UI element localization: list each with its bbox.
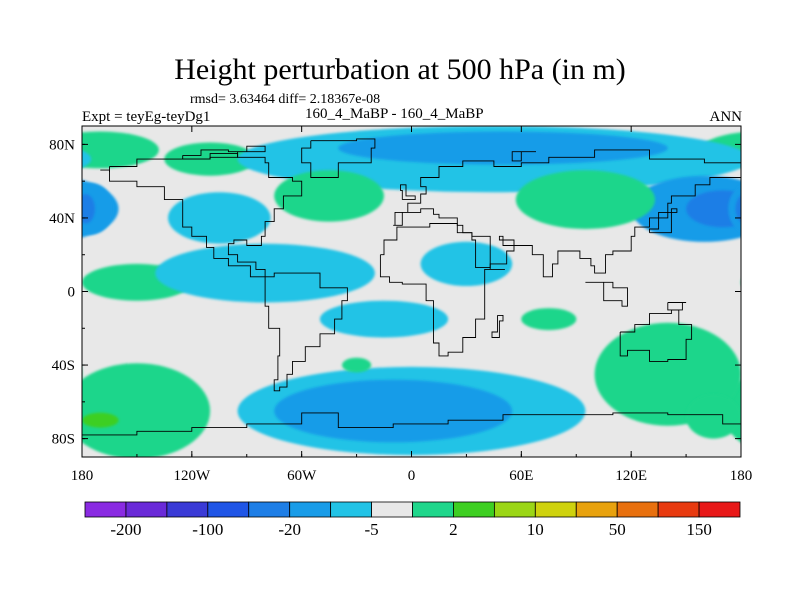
colorbar-swatch — [534, 501, 577, 518]
contour-region — [728, 185, 741, 233]
y-tick-label: 40S — [52, 358, 75, 374]
x-tick-label: 180 — [71, 468, 94, 484]
x-tick-label: 60W — [287, 468, 317, 484]
contour-region — [515, 170, 656, 230]
x-tick-label: 120E — [615, 468, 647, 484]
colorbar-swatch — [371, 501, 413, 518]
contour-region — [521, 308, 577, 331]
colorbar-swatch — [289, 501, 332, 518]
colorbar-swatch — [616, 501, 659, 518]
coastline — [585, 281, 628, 307]
chart-title: Height perturbation at 500 hPa (in m) — [174, 53, 626, 86]
colorbar-swatch — [575, 501, 618, 518]
coastline — [393, 149, 741, 278]
stats-text: rmsd= 3.63464 diff= 2.18367e-08 — [190, 92, 381, 107]
x-tick-label: 180 — [730, 468, 753, 484]
contour-region — [735, 142, 741, 155]
contour-region — [420, 241, 513, 286]
contour-region — [82, 363, 211, 457]
colorbar-label: 2 — [449, 520, 458, 539]
colorbar-swatch — [657, 501, 700, 518]
x-tick-label: 120W — [173, 468, 211, 484]
colorbar-label: -5 — [365, 520, 379, 539]
colorbar-swatch — [698, 501, 741, 518]
coastline — [182, 145, 266, 160]
y-tick-label: 40N — [49, 211, 75, 227]
contour-region — [342, 357, 372, 373]
colorbar-swatch — [166, 501, 209, 518]
case-label: 160_4_MaBP - 160_4_MaBP — [305, 106, 484, 122]
y-axis: 80N 40N 0 40S 80S — [49, 137, 741, 448]
season-label: ANN — [709, 109, 743, 125]
colorbar-swatch — [412, 501, 454, 518]
coastline — [82, 412, 741, 436]
expt-label: Expt = teyEg-teyDg1 — [82, 109, 211, 125]
contour-region — [741, 264, 800, 301]
colorbar: -200 -100 -20 -5 2 10 50 150 — [84, 501, 741, 539]
coastline — [491, 314, 504, 338]
coastline — [667, 302, 687, 311]
contour-region — [82, 194, 95, 224]
y-tick-label: 80S — [52, 432, 75, 448]
y-tick-label: 0 — [68, 285, 76, 301]
coastline — [379, 223, 505, 357]
colorbar-label: 50 — [609, 520, 626, 539]
coastlines — [82, 138, 741, 436]
contour-region — [686, 190, 741, 228]
coastline — [511, 151, 536, 162]
contour-region — [168, 192, 271, 244]
colorbar-swatch — [453, 501, 495, 518]
x-axis: 180 120W 60W 0 60E 120E 180 — [71, 126, 753, 484]
coastline — [301, 138, 376, 178]
y-tick-label: 80N — [49, 137, 75, 153]
colorbar-label: -20 — [278, 520, 301, 539]
x-tick-label: 60E — [509, 468, 533, 484]
colorbar-swatch — [125, 501, 168, 518]
coastline — [264, 272, 348, 392]
colorbar-label: -200 — [110, 520, 141, 539]
contour-region — [82, 412, 119, 428]
colorbar-swatch — [248, 501, 291, 518]
colorbar-label: 150 — [686, 520, 712, 539]
coastline — [109, 153, 303, 278]
coastline — [100, 169, 110, 172]
contour-region — [274, 379, 513, 443]
contour-region — [82, 150, 92, 168]
contour-region — [741, 413, 778, 428]
contour-region — [686, 394, 741, 439]
contour-region — [0, 323, 82, 426]
contour-region — [319, 300, 449, 338]
contour-region — [735, 195, 741, 223]
colorbar-swatch — [84, 501, 127, 518]
coastline — [400, 184, 416, 201]
colorbar-swatch — [493, 501, 536, 518]
x-tick-label: 0 — [408, 468, 416, 484]
coastline — [649, 208, 678, 234]
contour-region — [338, 131, 668, 165]
colorbar-swatch — [330, 501, 372, 518]
colorbar-swatch — [207, 501, 250, 518]
colorbar-label: 10 — [527, 520, 544, 539]
coastline — [619, 309, 693, 362]
colorbar-label: -100 — [192, 520, 223, 539]
